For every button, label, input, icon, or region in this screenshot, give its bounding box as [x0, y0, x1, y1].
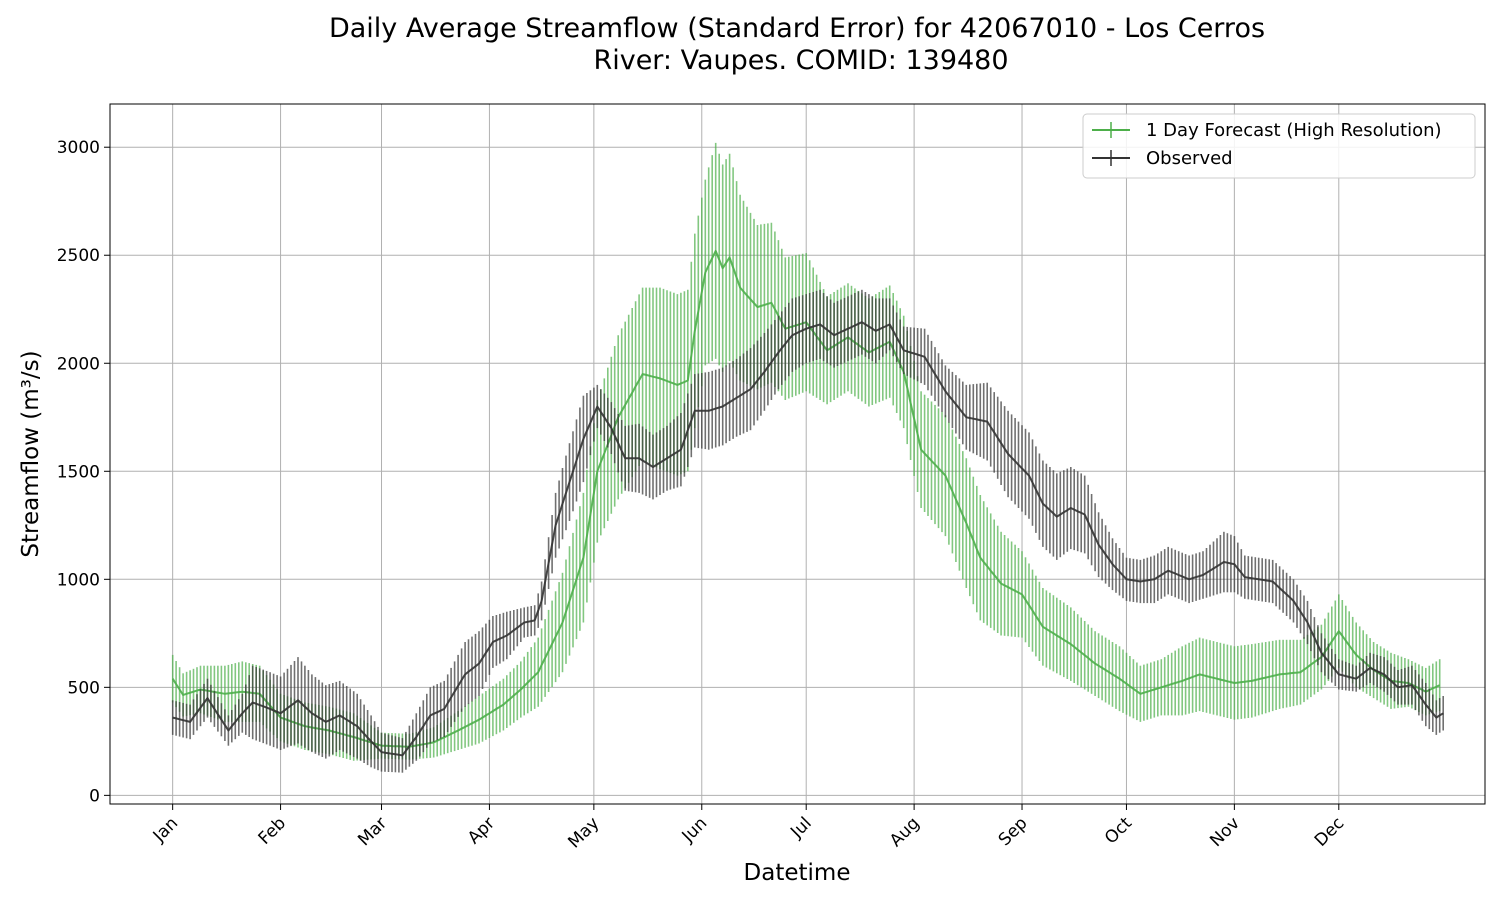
chart-title-line-2: River: Vaupes. COMID: 139480: [593, 45, 1008, 76]
y-tick-label: 0: [89, 786, 100, 806]
y-tick-label: 3000: [57, 138, 100, 158]
y-tick-label: 1500: [57, 462, 100, 482]
plot-frame: [109, 103, 1486, 805]
series-line-1: [172, 321, 1444, 757]
chart-title-line-1: Daily Average Streamflow (Standard Error…: [329, 13, 1265, 44]
legend-label-forecast: 1 Day Forecast (High Resolution): [1146, 120, 1442, 141]
legend-box: [1082, 113, 1476, 179]
series-layer: [171, 142, 1444, 773]
legend: 1 Day Forecast (High Resolution) Observe…: [1082, 113, 1476, 179]
y-axis-ticks: 0 500 1000 1500 2000 2500 3000: [57, 138, 110, 806]
y-tick-label: 2500: [57, 246, 100, 266]
y-tick-label: 1000: [57, 570, 100, 590]
y-tick-label: 500: [68, 678, 100, 698]
y-tick-label: 2000: [57, 354, 100, 374]
legend-label-observed: Observed: [1146, 148, 1233, 169]
errorbars-1: [171, 289, 1444, 773]
series-1: [171, 289, 1444, 773]
x-axis-label: Datetime: [744, 860, 851, 886]
y-axis-label: Streamflow (m³/s): [18, 350, 44, 557]
